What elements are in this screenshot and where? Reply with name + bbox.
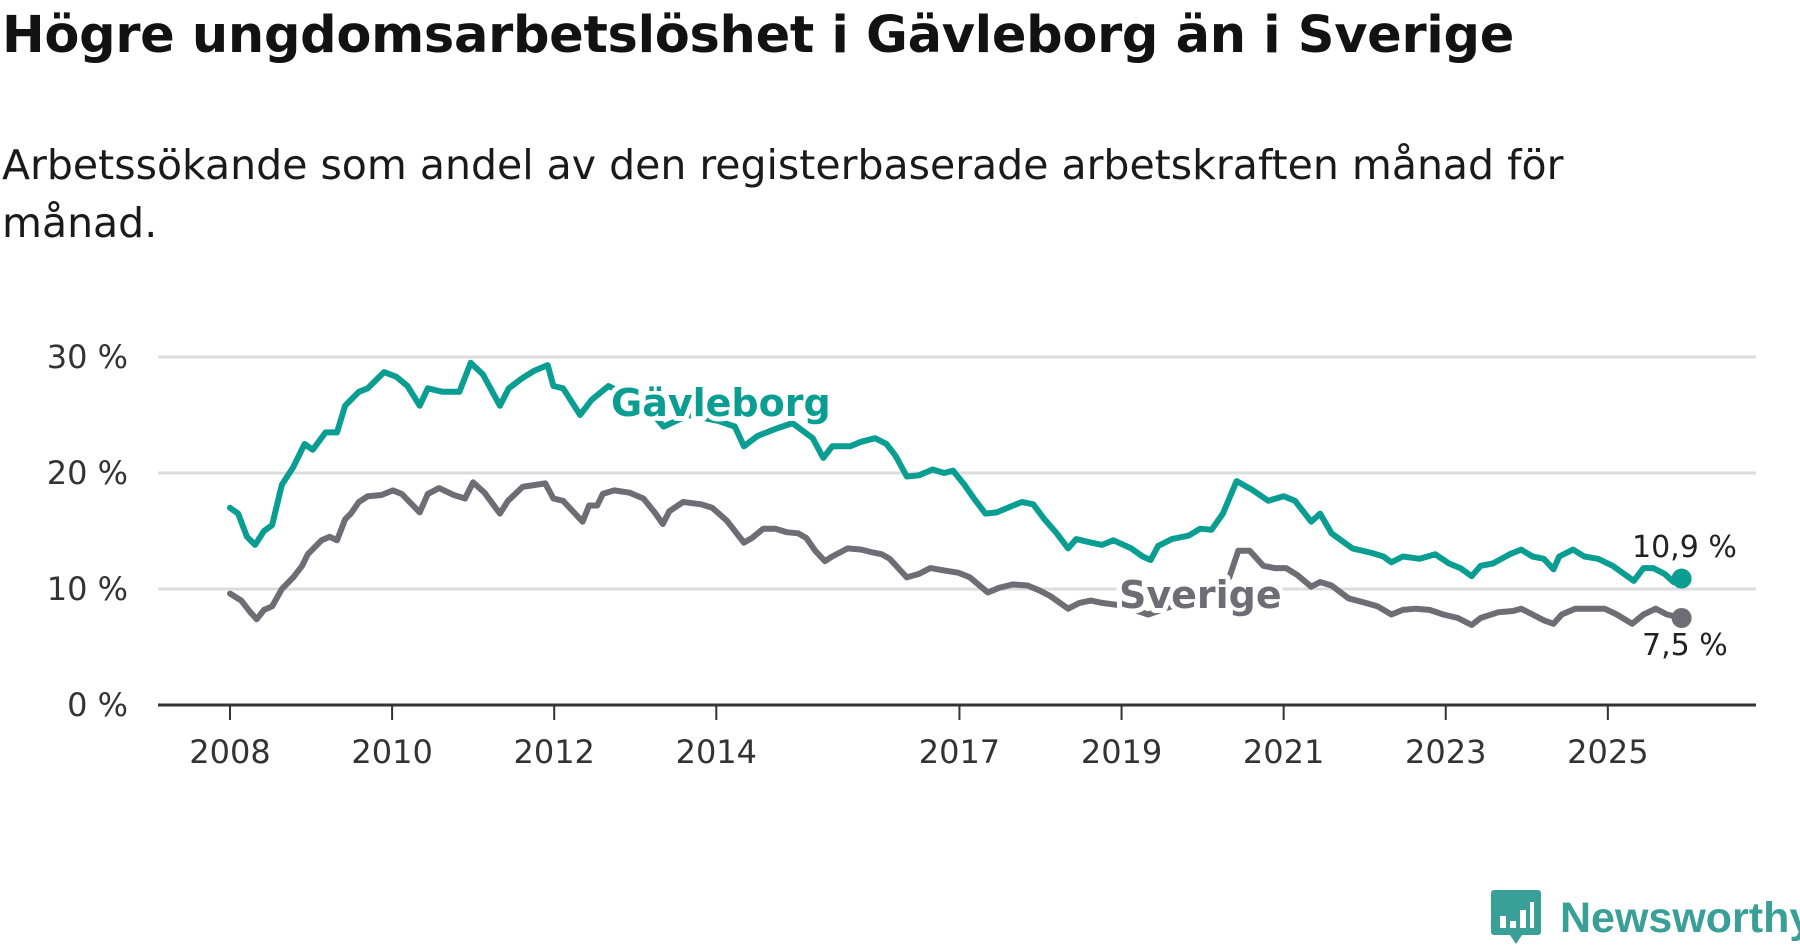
end-label-sverige: 7,5 % bbox=[1642, 628, 1728, 663]
x-axis: 2008 2010 2012 2014 2017 2019 2021 2023 2025 bbox=[189, 705, 1649, 771]
x-tick-label: 2008 bbox=[189, 733, 270, 771]
label-sverige: Sverige bbox=[1119, 573, 1282, 617]
y-tick-label: 0 % bbox=[67, 686, 128, 724]
chart-subtitle: Arbetssökande som andel av den registerb… bbox=[2, 141, 1564, 247]
x-tick-label: 2014 bbox=[676, 733, 757, 771]
x-tick-label: 2025 bbox=[1567, 733, 1648, 771]
y-tick-label: 20 % bbox=[47, 454, 128, 492]
brand-logo: Newsworthy bbox=[1490, 888, 1800, 948]
end-label-gavleborg: 10,9 % bbox=[1632, 530, 1737, 565]
chart-title: Högre ungdomsarbetslöshet i Gävleborg än… bbox=[2, 6, 1514, 65]
x-tick-label: 2012 bbox=[513, 733, 594, 771]
label-gavleborg: Gävleborg bbox=[611, 381, 831, 425]
newsworthy-logo-icon bbox=[1491, 890, 1541, 944]
end-point-gävleborg bbox=[1671, 568, 1692, 589]
brand-name: Newsworthy bbox=[1560, 893, 1800, 942]
series-lines bbox=[227, 359, 1692, 628]
x-tick-label: 2021 bbox=[1243, 733, 1324, 771]
end-point-sverige bbox=[1671, 608, 1692, 628]
y-tick-label: 10 % bbox=[47, 570, 128, 608]
y-axis: 0 % 10 % 20 % 30 % bbox=[47, 338, 128, 724]
x-tick-label: 2023 bbox=[1405, 733, 1486, 771]
series-line-sverige bbox=[227, 479, 1685, 628]
series-line-gävleborg bbox=[227, 359, 1685, 585]
x-tick-label: 2017 bbox=[919, 733, 1000, 771]
x-tick-label: 2019 bbox=[1081, 733, 1162, 771]
y-tick-label: 30 % bbox=[47, 338, 128, 376]
gridlines bbox=[158, 355, 1756, 707]
x-tick-label: 2010 bbox=[351, 733, 432, 771]
